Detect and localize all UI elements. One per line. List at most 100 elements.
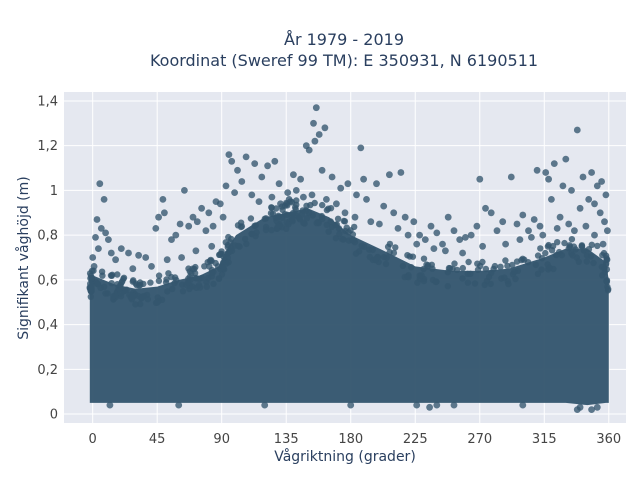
data-point bbox=[554, 239, 561, 246]
data-point bbox=[344, 180, 352, 188]
data-point bbox=[332, 221, 339, 229]
data-point bbox=[588, 406, 595, 413]
data-point bbox=[135, 251, 143, 259]
data-point bbox=[479, 242, 486, 250]
x-tick-label: 135 bbox=[274, 432, 299, 447]
data-point bbox=[479, 258, 486, 266]
data-point bbox=[386, 240, 394, 248]
data-point bbox=[432, 278, 439, 286]
data-point bbox=[408, 264, 415, 271]
data-point bbox=[542, 249, 549, 257]
data-point bbox=[198, 204, 206, 212]
data-point bbox=[87, 280, 94, 287]
chart-subtitle: Koordinat (Sweref 99 TM): E 350931, N 61… bbox=[150, 51, 538, 70]
data-point bbox=[312, 104, 320, 112]
x-tick-label: 90 bbox=[213, 432, 230, 447]
data-point bbox=[216, 200, 224, 208]
data-point bbox=[583, 258, 590, 265]
data-point bbox=[243, 240, 250, 248]
y-tick-label: 0,4 bbox=[37, 318, 58, 333]
data-point bbox=[366, 253, 373, 261]
data-point bbox=[97, 225, 105, 232]
data-point bbox=[333, 200, 340, 208]
data-point bbox=[473, 222, 481, 230]
x-tick-label: 315 bbox=[532, 432, 557, 447]
data-point bbox=[120, 274, 128, 281]
data-point bbox=[578, 242, 586, 249]
data-point bbox=[261, 215, 268, 222]
data-point bbox=[193, 218, 201, 226]
data-point bbox=[303, 215, 311, 222]
data-point bbox=[561, 239, 568, 247]
data-point bbox=[590, 259, 597, 267]
data-point bbox=[227, 239, 234, 246]
data-point bbox=[413, 401, 421, 409]
data-point bbox=[258, 173, 266, 181]
data-point bbox=[311, 199, 318, 207]
data-point bbox=[271, 157, 279, 165]
x-tick-labels: 0 45 90 135 180 225 270 315 360 bbox=[89, 432, 622, 447]
x-tick-label: 45 bbox=[149, 432, 166, 447]
data-point bbox=[283, 225, 290, 232]
data-point bbox=[97, 284, 104, 291]
data-point bbox=[163, 276, 170, 283]
data-point bbox=[155, 272, 163, 279]
data-point bbox=[530, 216, 538, 223]
data-point bbox=[376, 220, 383, 228]
data-point bbox=[319, 201, 326, 209]
data-point bbox=[593, 182, 601, 190]
data-point bbox=[525, 227, 532, 235]
data-point bbox=[268, 226, 275, 234]
data-point bbox=[284, 189, 292, 197]
data-point bbox=[603, 277, 610, 285]
data-point bbox=[380, 202, 388, 210]
data-point bbox=[117, 290, 124, 297]
data-point bbox=[562, 155, 570, 163]
data-point bbox=[315, 131, 323, 138]
data-point bbox=[423, 261, 430, 268]
data-point bbox=[179, 288, 187, 295]
data-point bbox=[392, 244, 399, 251]
data-point bbox=[430, 245, 438, 253]
data-point bbox=[601, 218, 608, 226]
data-point bbox=[128, 296, 136, 303]
data-point bbox=[604, 287, 612, 294]
data-point bbox=[405, 274, 412, 281]
data-point bbox=[163, 256, 171, 264]
data-point bbox=[602, 191, 610, 199]
data-point bbox=[297, 175, 304, 183]
data-point bbox=[382, 260, 390, 268]
data-point bbox=[268, 204, 275, 211]
y-tick-labels: 0 0,2 0,4 0,6 0,8 1 1,2 1,4 bbox=[37, 94, 58, 422]
data-point bbox=[352, 250, 360, 257]
data-point bbox=[201, 263, 208, 270]
x-tick-label: 0 bbox=[89, 432, 97, 447]
data-point bbox=[459, 249, 466, 257]
x-tick-label: 360 bbox=[596, 432, 621, 447]
data-point bbox=[147, 279, 154, 286]
data-point bbox=[538, 255, 546, 262]
data-point bbox=[302, 207, 310, 214]
data-point bbox=[300, 193, 307, 201]
data-point bbox=[593, 403, 601, 411]
data-point bbox=[580, 247, 587, 254]
data-point bbox=[313, 219, 320, 227]
data-point bbox=[275, 212, 282, 219]
data-point bbox=[456, 236, 464, 244]
dense-data-band bbox=[86, 197, 612, 406]
data-point bbox=[210, 280, 217, 288]
data-point bbox=[318, 166, 326, 174]
data-point bbox=[591, 200, 598, 208]
data-point bbox=[311, 137, 319, 145]
data-point bbox=[544, 243, 552, 250]
data-point bbox=[207, 256, 214, 264]
y-tick-label: 1,4 bbox=[37, 94, 58, 109]
data-point bbox=[386, 171, 393, 179]
data-point bbox=[360, 175, 367, 183]
data-point bbox=[467, 231, 475, 239]
data-point bbox=[325, 228, 332, 235]
data-point bbox=[599, 272, 606, 279]
data-point bbox=[345, 229, 352, 236]
data-point bbox=[357, 144, 365, 152]
data-point bbox=[504, 262, 511, 270]
